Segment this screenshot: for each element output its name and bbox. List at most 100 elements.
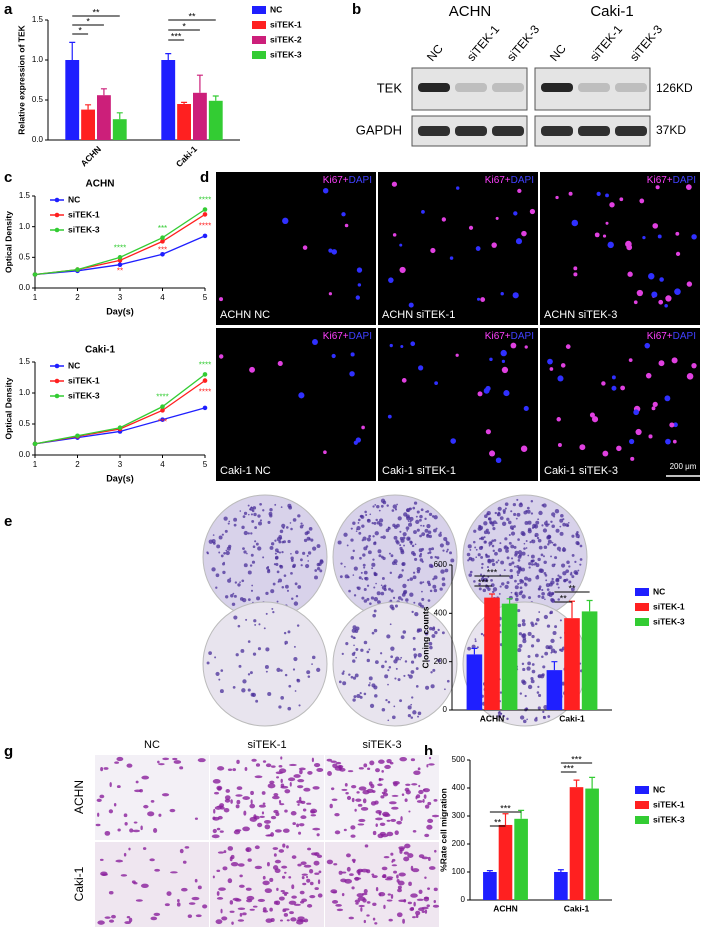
migrated-cell <box>108 919 115 923</box>
migrated-cell <box>195 914 202 918</box>
migrated-cell <box>251 758 257 762</box>
migrated-cell <box>143 804 149 809</box>
error-bar <box>100 88 107 96</box>
migrated-cell <box>281 875 286 879</box>
colony <box>540 553 544 557</box>
colony <box>515 594 519 598</box>
y-tick-label: 0.5 <box>19 252 31 261</box>
colony <box>419 514 423 519</box>
colony <box>570 587 575 592</box>
colony <box>534 622 538 626</box>
colony <box>394 677 397 680</box>
colony <box>430 684 435 689</box>
cell-line-label: ACHN <box>449 3 492 20</box>
colony <box>418 554 422 558</box>
migrated-cell <box>109 782 112 788</box>
migrated-cell <box>313 762 321 768</box>
colony <box>530 677 534 681</box>
cell <box>328 292 332 296</box>
migrated-cell <box>254 865 263 870</box>
colony <box>424 517 427 521</box>
colony <box>208 539 213 544</box>
migrated-cell <box>188 902 196 905</box>
colony <box>275 562 279 566</box>
migrated-cell <box>400 816 403 822</box>
colony <box>400 635 405 640</box>
cell <box>547 358 553 365</box>
colony <box>357 522 360 524</box>
colony <box>472 540 476 544</box>
colony <box>478 587 482 591</box>
colony <box>537 518 540 521</box>
colony <box>257 647 262 651</box>
colony <box>543 560 547 565</box>
x-tick-label: 3 <box>118 293 123 302</box>
colony <box>490 558 495 563</box>
cell <box>298 392 305 399</box>
colony <box>557 586 560 589</box>
colony <box>400 598 404 601</box>
legend-marker <box>54 363 60 369</box>
colony <box>571 553 575 557</box>
legend-label: siTEK-3 <box>653 616 685 626</box>
colony <box>397 678 401 682</box>
y-tick-label: 1.5 <box>19 357 31 366</box>
lane-label: NC <box>547 41 569 64</box>
panel-letter: g <box>4 743 13 760</box>
error-bar <box>181 101 188 104</box>
y-tick-label: 600 <box>434 560 448 569</box>
colony <box>518 502 523 508</box>
colony <box>541 588 544 592</box>
migrated-cell <box>426 824 433 830</box>
colony <box>389 571 393 575</box>
bar <box>569 787 584 900</box>
legend-swatch <box>635 588 649 596</box>
colony <box>544 598 546 601</box>
significance-label: *** <box>158 417 167 426</box>
colony <box>543 705 548 710</box>
colony <box>481 566 484 569</box>
cell <box>675 231 680 236</box>
colony <box>538 545 543 550</box>
colony <box>521 679 526 684</box>
colony <box>287 706 292 711</box>
cell <box>664 395 671 402</box>
colony <box>551 524 555 529</box>
colony <box>303 538 308 543</box>
x-tick-label: Caki-1 <box>564 903 590 913</box>
migrated-cell <box>348 916 355 920</box>
colony <box>503 569 506 572</box>
cell <box>331 249 337 255</box>
x-tick-label: Caki-1 <box>174 144 199 169</box>
colony <box>255 699 259 703</box>
colony <box>350 635 354 638</box>
colony <box>252 545 256 549</box>
colony <box>479 525 484 530</box>
migrated-cell <box>416 794 421 799</box>
cell <box>524 345 528 349</box>
colony <box>279 564 282 568</box>
point <box>202 378 208 383</box>
colony <box>481 562 484 566</box>
colony <box>249 564 253 567</box>
cell <box>568 191 573 196</box>
colony <box>415 515 418 518</box>
colony <box>355 530 358 532</box>
significance-label: *** <box>158 245 167 254</box>
colony <box>527 654 531 658</box>
colony <box>250 532 253 535</box>
migrated-cell <box>306 802 312 805</box>
colony <box>251 560 256 564</box>
migrated-cell <box>179 766 184 770</box>
colony <box>368 676 373 681</box>
stain-b: DAPI <box>511 331 534 342</box>
colony <box>519 578 523 583</box>
colony <box>403 512 408 517</box>
colony <box>535 563 540 568</box>
colony <box>546 534 552 539</box>
colony <box>254 526 258 529</box>
colony <box>384 674 389 679</box>
migrated-cell <box>197 758 206 763</box>
colony <box>525 540 528 543</box>
colony <box>295 594 299 598</box>
